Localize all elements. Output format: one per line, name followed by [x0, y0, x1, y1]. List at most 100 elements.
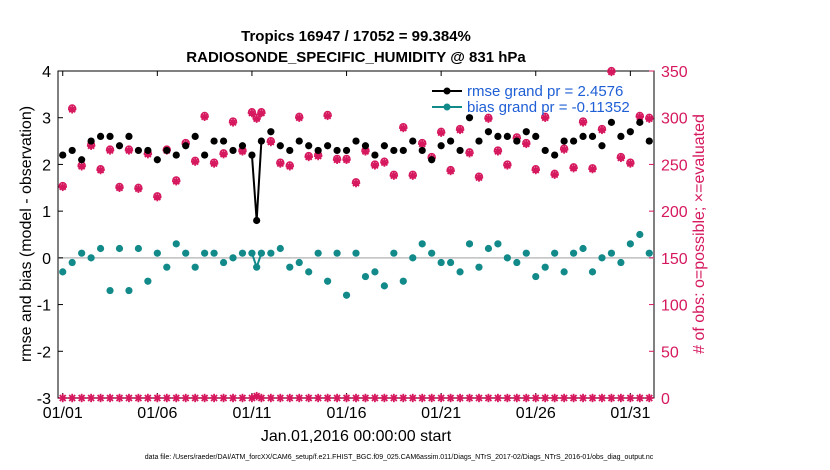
obs-evaluated-point [474, 173, 484, 182]
bias-point [475, 263, 483, 271]
rmse-point [409, 137, 417, 145]
rmse-point [437, 142, 445, 150]
obs-floor-point [645, 393, 654, 403]
obs-evaluated-point [96, 165, 105, 175]
x-axis-ticks: 01/01 01/06 01/11 01/16 01/21 01/26 01/31 [43, 71, 650, 422]
obs-floor-point [607, 393, 616, 403]
obs-evaluated-point [190, 157, 200, 166]
obs-floor-point [531, 393, 540, 403]
obs-floor-point [351, 393, 361, 403]
obs-floor-point [162, 393, 171, 403]
rmse-point [201, 151, 209, 159]
obs-evaluated-point [200, 112, 209, 121]
title-group: Tropics 16947 / 17052 = 99.384% RADIOSON… [186, 28, 526, 66]
obs-evaluated-point [209, 159, 219, 168]
rmse-point [465, 114, 474, 122]
rmse-point [607, 118, 616, 126]
rmse-point [229, 146, 237, 155]
obs-evaluated-point [134, 184, 143, 193]
obs-floor-point [380, 393, 389, 403]
bias-point [78, 249, 86, 257]
legend-bias-marker [443, 103, 451, 111]
rmse-point [371, 151, 379, 159]
obs-floor-point [626, 393, 635, 403]
bias-point [106, 286, 114, 295]
obs-floor-point [559, 393, 569, 403]
obs-floor-point [323, 393, 332, 403]
bias-point [182, 249, 190, 257]
chart-title: Tropics 16947 / 17052 = 99.384% [241, 28, 471, 45]
bias-point [361, 272, 370, 281]
bias-point [96, 244, 105, 253]
y-right-tick-label: 300 [661, 111, 688, 128]
obs-floor-point [332, 393, 342, 403]
obs-floor-point [408, 393, 417, 403]
y-tick-label: -3 [37, 391, 51, 408]
bias-point [579, 244, 587, 253]
bias-point [267, 249, 275, 257]
obs-evaluated-point [351, 178, 361, 188]
y-axis-label: rmse and bias (model - observation) [18, 106, 35, 362]
obs-evaluated-point [332, 155, 342, 164]
rmse-point [257, 137, 265, 145]
obs-evaluated-point [569, 163, 578, 173]
rmse-point [191, 132, 199, 140]
obs-evaluated-point [607, 67, 616, 77]
obs-evaluated-point [323, 111, 332, 121]
y-right-tick-label: 350 [661, 64, 688, 81]
rmse-point [522, 128, 530, 136]
obs-floor-point [342, 393, 351, 403]
obs-floor-point [200, 393, 209, 403]
obs-evaluated-point [252, 114, 261, 123]
obs-floor-point [399, 393, 408, 403]
y-tick-label: -1 [37, 298, 51, 315]
rmse-point [617, 132, 625, 140]
bias-point [87, 254, 95, 262]
obs-evaluated-point [304, 152, 313, 162]
rmse-point [569, 137, 578, 145]
x-tick-label: 01/06 [137, 405, 177, 422]
obs-floor-point [67, 393, 77, 403]
bias-point [484, 244, 493, 253]
bias-point [626, 240, 634, 248]
obs-floor-point [266, 393, 276, 403]
rmse-point [428, 156, 436, 164]
legend: rmse grand pr = 2.4576 bias grand pr = -… [432, 83, 630, 116]
bias-point [172, 240, 180, 248]
rmse-point [399, 146, 407, 155]
rmse-point [163, 146, 171, 155]
rmse-point [475, 137, 483, 145]
obs-evaluated-point [58, 182, 67, 192]
rmse-point [96, 132, 105, 140]
rmse-point [144, 146, 152, 155]
bias-point [163, 263, 171, 271]
obs-evaluated-point [228, 118, 238, 127]
obs-floor-point [484, 393, 493, 403]
bias-point [532, 272, 540, 281]
bias-point [59, 268, 67, 276]
obs-evaluated-point [172, 177, 181, 186]
x-tick-label: 01/16 [327, 405, 367, 422]
obs-evaluated-point [541, 113, 550, 122]
obs-evaluated-point [626, 159, 635, 168]
bias-point [494, 240, 502, 248]
y-axis-right-ticks: 0 50 100 150 200 250 300 350 [649, 64, 688, 408]
obs-floor-point [105, 393, 115, 403]
obs-evaluated-point [559, 145, 569, 154]
obs-floor-point [86, 393, 96, 403]
obs-evaluated-point [342, 155, 351, 164]
bias-point [115, 244, 124, 253]
rmse-point [286, 146, 294, 155]
obs-floor-point [427, 393, 436, 403]
obs-evaluated-point [380, 158, 389, 167]
bias-point [617, 258, 625, 267]
obs-evaluated-point [295, 113, 304, 122]
obs-floor-point [370, 393, 380, 403]
obs-evaluated-point [276, 159, 285, 168]
y-tick-label: -2 [37, 344, 51, 361]
obs-evaluated-point [446, 166, 455, 176]
obs-evaluated-point [77, 162, 86, 171]
obs-floor-point [455, 393, 465, 403]
obs-evaluated-point [436, 128, 446, 137]
obs-floor-point [181, 393, 190, 403]
